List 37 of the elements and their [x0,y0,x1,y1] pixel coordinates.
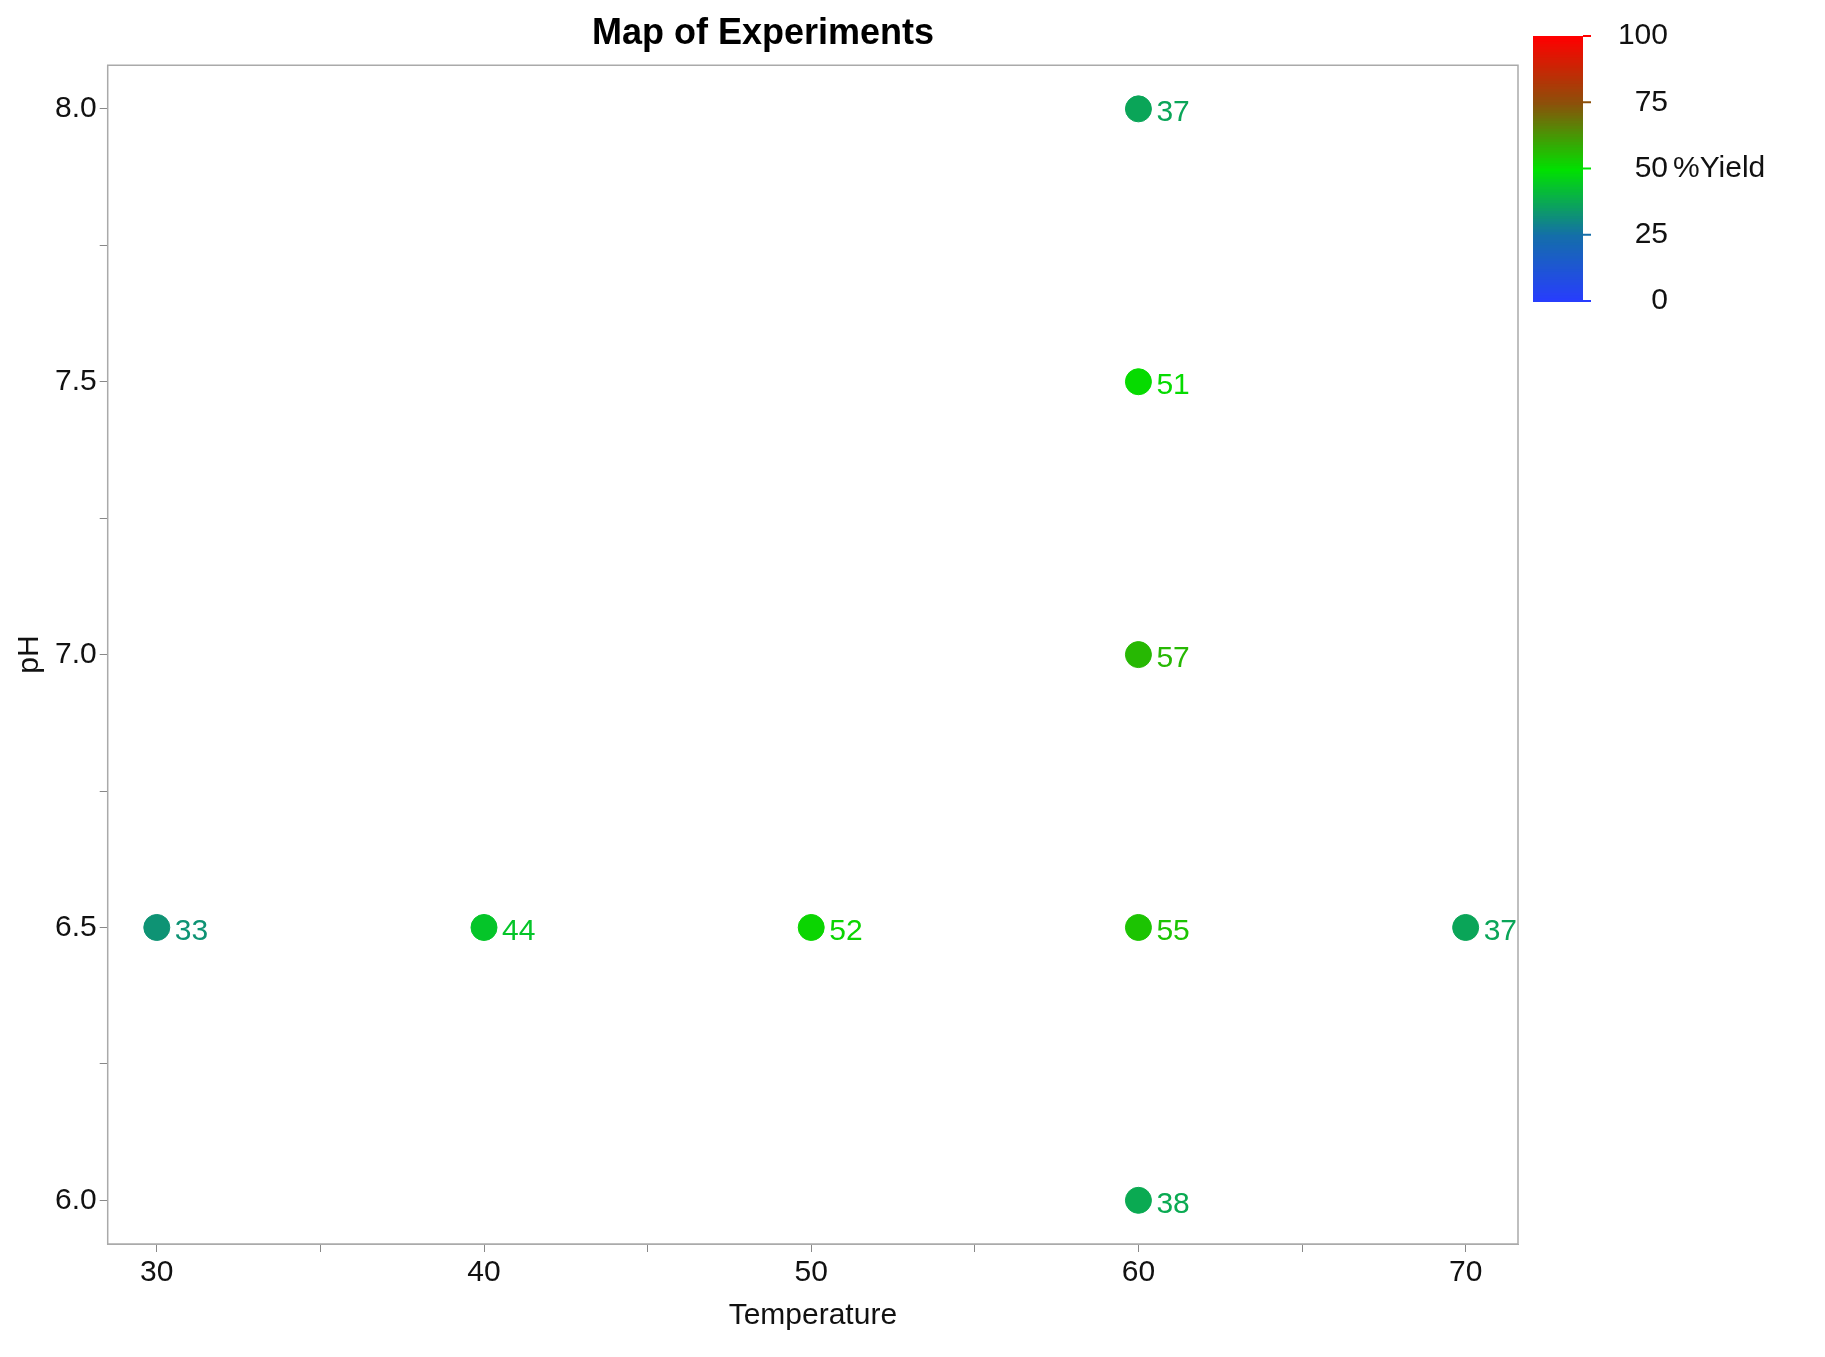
x-tick-label: 50 [794,1254,828,1288]
y-tick-label: 7.0 [54,635,97,669]
x-tick-label: 60 [1121,1254,1156,1288]
color-bar-label: 75 [1634,83,1668,117]
y-tick-label: 8.0 [54,90,97,124]
annotation: 57 [1156,639,1190,673]
x-axis-title: Temperature [728,1297,898,1331]
x-tick-label: 70 [1448,1254,1483,1288]
color-bar-label: 50 [1634,149,1668,183]
annotation: 38 [1156,1185,1190,1219]
annotation: 37 [1483,912,1518,946]
point [470,913,498,941]
point [1124,913,1152,941]
annotation: 37 [1156,94,1190,128]
x-tick-label: 40 [467,1254,501,1288]
y-tick-label: 6.0 [54,1181,97,1215]
y-axis-title: pH [11,635,45,674]
x-tick-label: 30 [140,1254,174,1288]
point [1124,95,1152,123]
chart-title: Map of Experiments [591,10,935,52]
color-bar-label: 100 [1617,17,1668,51]
annotation: 52 [829,912,863,946]
point [143,913,171,941]
color-bar-label: 25 [1634,216,1668,250]
point [1124,641,1152,669]
annotation: 51 [1156,367,1190,400]
color-bar-title: %Yield [1673,149,1766,183]
point [797,913,825,941]
annotation: 44 [502,912,536,946]
point [1124,1186,1152,1214]
color-bar-label: 0 [1651,282,1668,316]
point [1124,368,1152,396]
y-tick-label: 7.5 [54,363,97,396]
y-tick-label: 6.5 [54,908,97,942]
annotation: 33 [174,912,209,946]
annotation: 55 [1156,912,1190,946]
point [1452,913,1480,941]
